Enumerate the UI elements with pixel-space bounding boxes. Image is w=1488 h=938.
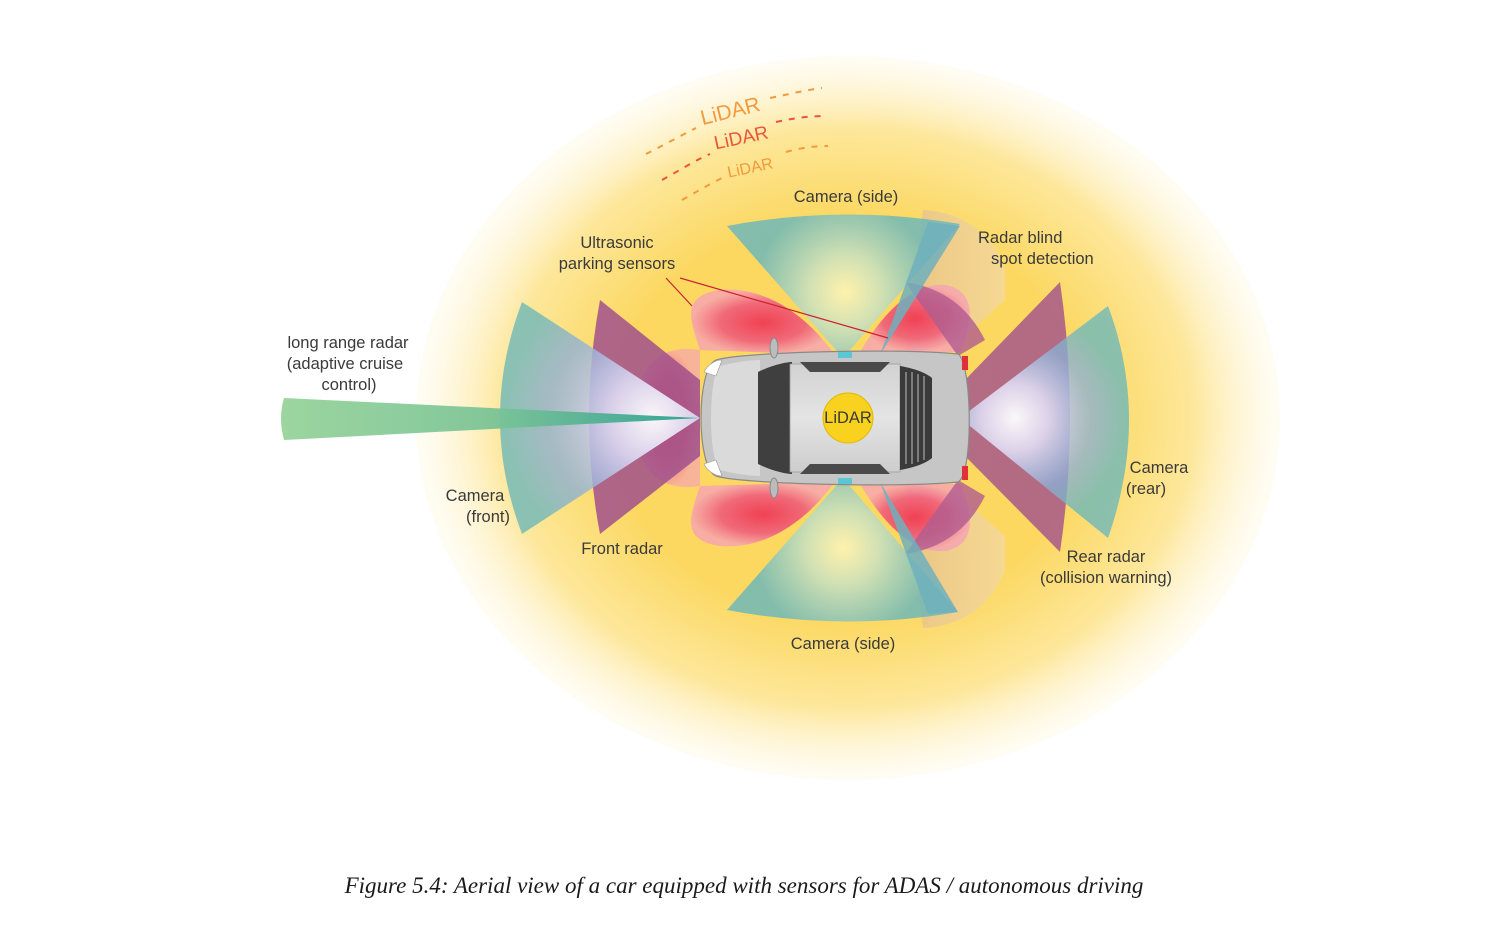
radar-blind-label-1: Radar blind bbox=[978, 229, 1062, 247]
long-range-radar-label-1: long range radar bbox=[287, 334, 409, 352]
rear-radar-label-2: (collision warning) bbox=[1040, 569, 1172, 587]
lidar-sensor-icon bbox=[822, 392, 874, 444]
camera-front-label-2: (front) bbox=[466, 508, 510, 526]
camera-rear-label-1: Camera bbox=[1130, 459, 1190, 477]
radar-blind-label-2: spot detection bbox=[991, 250, 1094, 268]
camera-front-label-1: Camera bbox=[446, 487, 506, 505]
camera-side-top-fov bbox=[727, 214, 960, 358]
camera-rear-fov bbox=[960, 306, 1129, 538]
side-radar-wedges bbox=[905, 282, 985, 554]
lidar-waves bbox=[645, 87, 829, 201]
camera-side-bottom-overlap bbox=[880, 482, 958, 614]
front-radar-label: Front radar bbox=[581, 540, 663, 558]
long-range-radar-label-3: control) bbox=[321, 376, 376, 394]
long-range-radar-label-2: (adaptive cruise bbox=[287, 355, 403, 373]
ultrasonic-label-1: Ultrasonic bbox=[580, 234, 653, 252]
camera-rear-label-2: (rear) bbox=[1126, 480, 1166, 498]
figure-caption: Figure 5.4: Aerial view of a car equippe… bbox=[344, 873, 1144, 898]
car-lidar-label: LiDAR bbox=[824, 409, 872, 427]
camera-side-top-overlap bbox=[880, 222, 960, 355]
rear-radar-label-1: Rear radar bbox=[1067, 548, 1146, 566]
ultrasonic-label-2: parking sensors bbox=[559, 255, 675, 273]
long-range-radar-beam bbox=[281, 398, 700, 440]
camera-side-bottom-fov bbox=[727, 478, 958, 622]
camera-side-bottom-label: Camera (side) bbox=[791, 635, 896, 653]
ultrasonic-pointer-lines bbox=[665, 277, 889, 339]
camera-side-top-label: Camera (side) bbox=[794, 188, 899, 206]
